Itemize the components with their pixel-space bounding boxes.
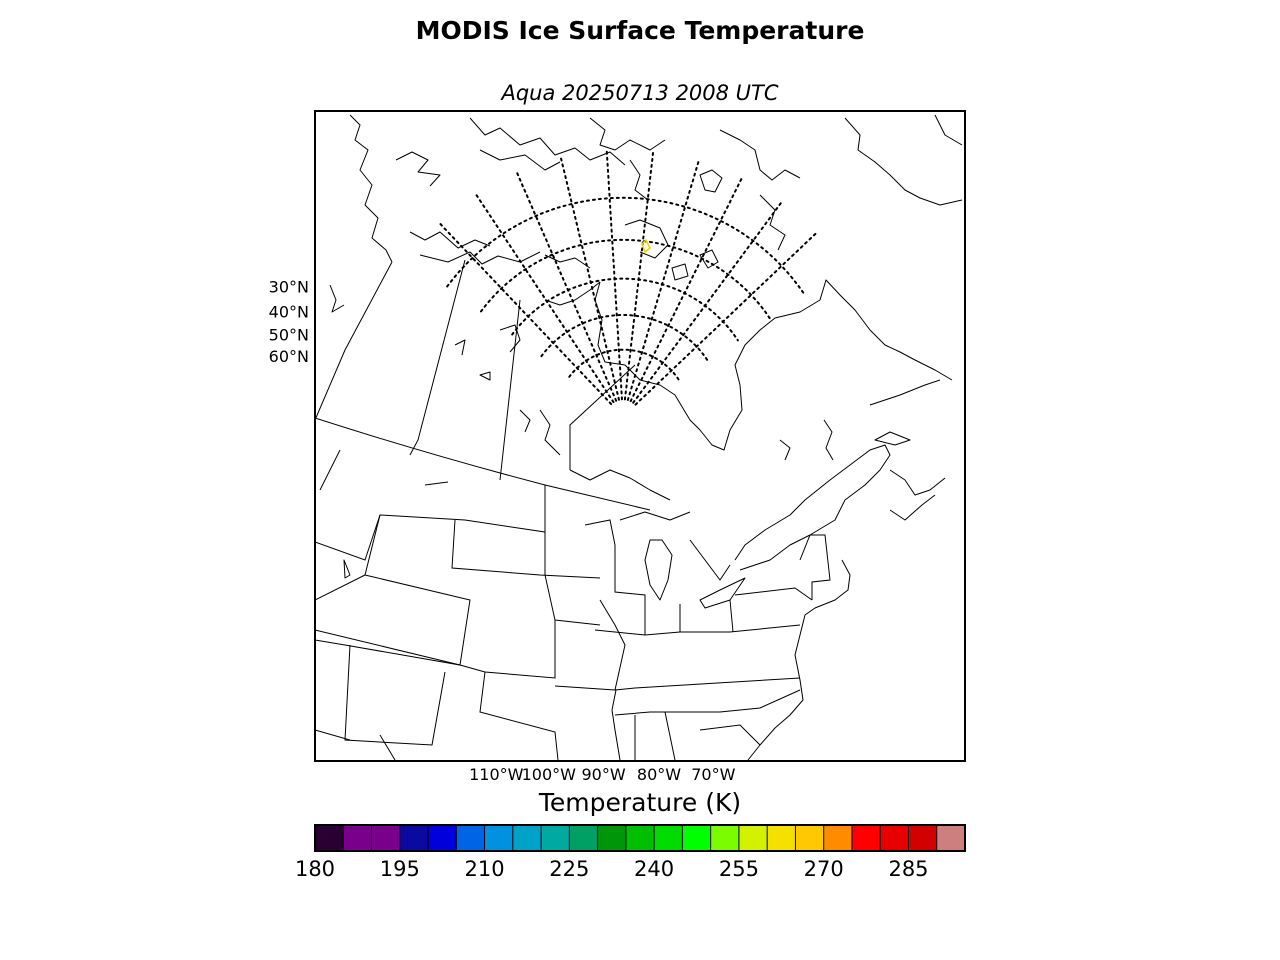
colorbar-segment xyxy=(428,825,457,851)
colorbar-frame xyxy=(314,824,966,852)
parallel-40 xyxy=(480,238,772,320)
borders xyxy=(315,259,831,761)
latitude-labels: 60°N 50°N 40°N 30°N xyxy=(269,277,309,366)
lon-label: 70°W xyxy=(691,765,735,784)
figure-title: MODIS Ice Surface Temperature xyxy=(416,16,865,45)
parallel-50 xyxy=(511,277,739,342)
meridian-60 xyxy=(629,178,743,403)
colorbar: 180 195 210 225 240 255 270 285 xyxy=(295,824,966,881)
colorbar-segment xyxy=(823,825,853,851)
lon-label: 90°W xyxy=(582,765,626,784)
lon-label: 80°W xyxy=(637,765,681,784)
parallel-60 xyxy=(540,314,709,362)
colorbar-segment xyxy=(851,825,881,851)
colorbar-tick-label: 240 xyxy=(634,857,674,881)
colorbar-segment xyxy=(484,825,514,851)
colorbar-tick-label: 270 xyxy=(804,857,844,881)
retrieval-pixels xyxy=(641,238,651,254)
coastlines xyxy=(329,114,963,761)
lat-label: 50°N xyxy=(269,326,309,345)
map xyxy=(314,110,966,762)
meridian-80 xyxy=(623,152,654,401)
colorbar-segment xyxy=(795,825,824,851)
colorbar-segment xyxy=(343,825,372,851)
colorbar-segment xyxy=(908,825,938,851)
lon-label: 100°W xyxy=(522,765,577,784)
meridian-110 xyxy=(516,172,618,403)
colorbar-segment xyxy=(710,825,740,851)
meridian-100 xyxy=(560,157,621,402)
colorbar-segment xyxy=(541,825,570,851)
colorbar-segment xyxy=(569,825,598,851)
lat-label: 30°N xyxy=(269,277,309,296)
colorbar-segment xyxy=(654,825,683,851)
parallel-30 xyxy=(446,196,807,297)
colorbar-segment xyxy=(456,825,485,851)
colorbar-tick-label: 225 xyxy=(549,857,589,881)
colorbar-segment xyxy=(738,825,768,851)
colorbar-title: Temperature (K) xyxy=(538,788,741,817)
lon-label: 110°W xyxy=(469,765,524,784)
graticule xyxy=(439,150,817,407)
lat-label: 60°N xyxy=(269,347,309,366)
colorbar-tick-label: 210 xyxy=(465,857,505,881)
lat-label: 40°N xyxy=(269,302,309,321)
colorbar-segment xyxy=(767,825,796,851)
colorbar-segment xyxy=(880,825,909,851)
meridian-40 xyxy=(634,232,817,407)
colorbar-tick-label: 255 xyxy=(719,857,759,881)
colorbar-segment xyxy=(682,825,711,851)
colorbar-segment xyxy=(399,825,429,851)
meridian-50 xyxy=(631,202,782,405)
meridian-130 xyxy=(439,223,613,406)
map-background xyxy=(315,111,965,761)
colorbar-tick-label: 180 xyxy=(295,857,335,881)
meridian-70 xyxy=(626,161,700,402)
map-frame xyxy=(314,110,966,762)
colorbar-tick-label: 195 xyxy=(380,857,420,881)
colorbar-segment xyxy=(512,825,542,851)
colorbar-segment xyxy=(936,825,966,851)
colorbar-segment xyxy=(625,825,655,851)
colorbar-segment xyxy=(315,825,344,851)
meridian-120 xyxy=(475,194,615,404)
colorbar-segment xyxy=(371,825,401,851)
figure-subtitle: Aqua 20250713 2008 UTC xyxy=(499,81,778,105)
colorbar-tick-label: 285 xyxy=(888,857,928,881)
colorbar-segment xyxy=(597,825,627,851)
